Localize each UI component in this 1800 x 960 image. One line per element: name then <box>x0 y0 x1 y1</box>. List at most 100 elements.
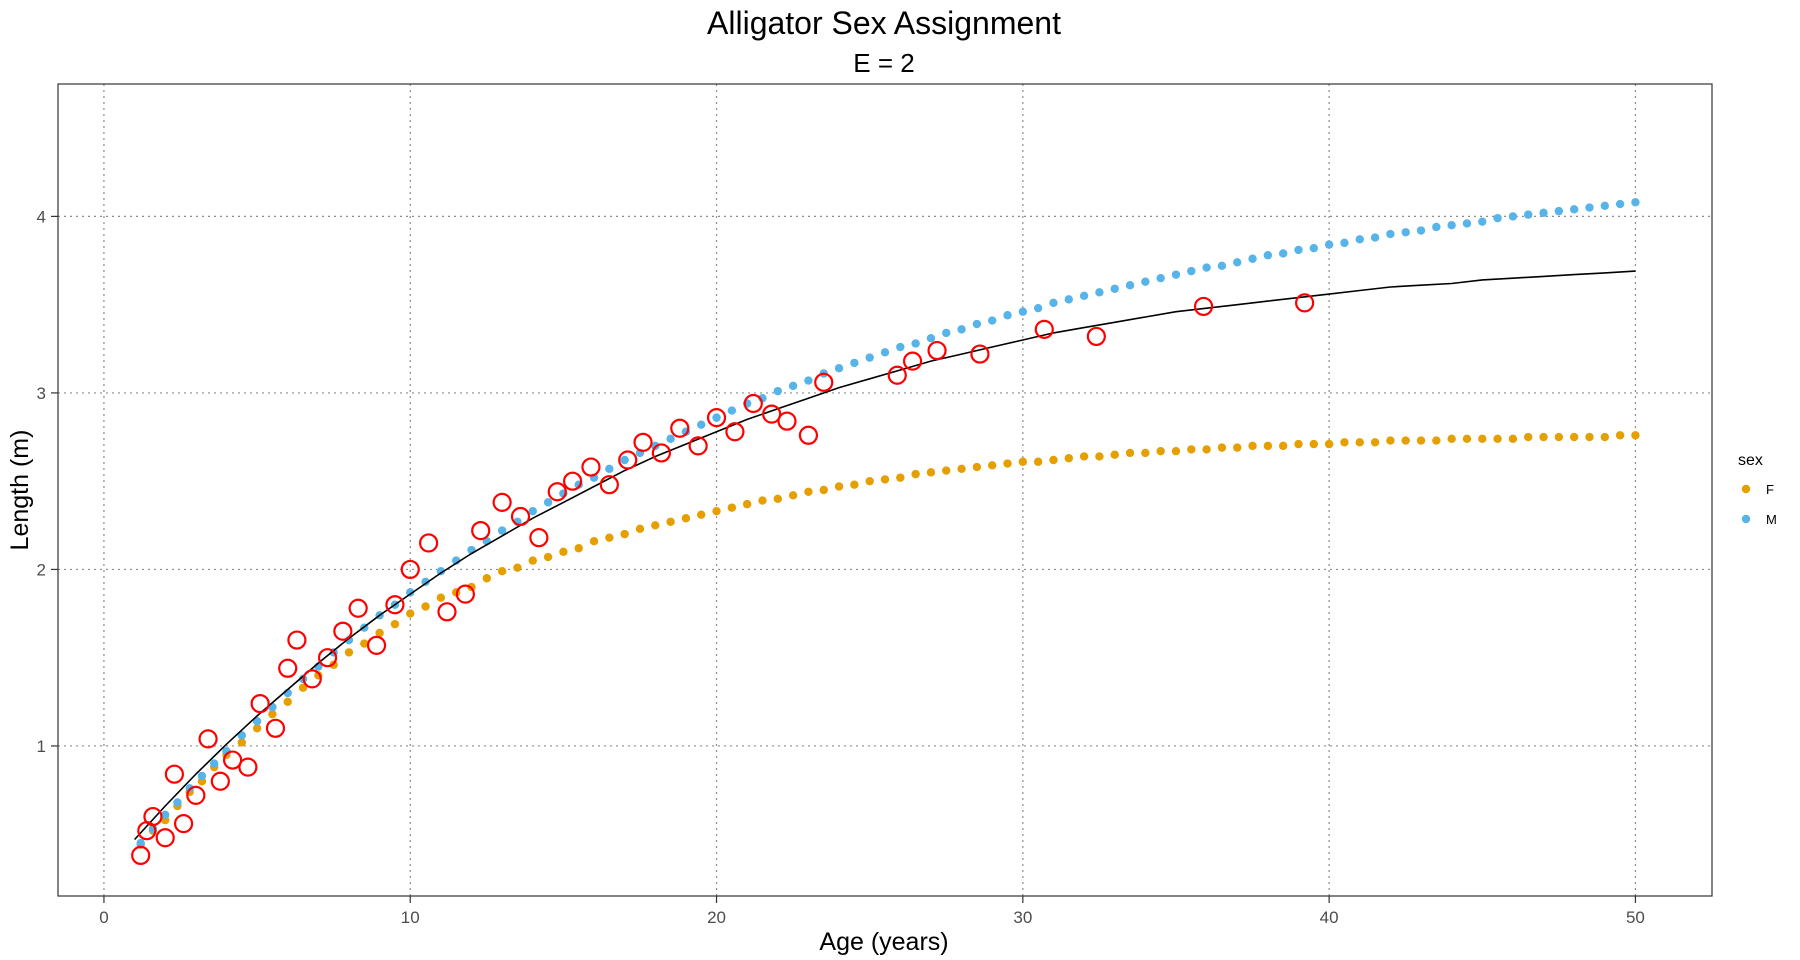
point-f-11 <box>283 697 292 707</box>
point-m-0 <box>136 838 145 848</box>
highlight-ring-38 <box>706 408 727 428</box>
highlight-ring-9 <box>222 750 243 770</box>
point-f-37 <box>681 514 691 523</box>
point-f-27 <box>528 556 537 565</box>
point-m-33 <box>620 455 629 465</box>
legend: sex F M <box>1738 452 1777 527</box>
point-f-82 <box>1370 438 1380 447</box>
point-f-70 <box>1187 445 1196 454</box>
highlight-ring-16 <box>317 648 338 668</box>
x-tick-label-4: 40 <box>1320 908 1339 927</box>
point-f-48 <box>850 480 859 489</box>
point-m-84 <box>1401 228 1410 237</box>
legend-label-m: M <box>1766 512 1777 527</box>
point-m-90 <box>1493 213 1502 223</box>
y-tick-label-3: 4 <box>37 207 46 226</box>
point-m-36 <box>666 434 675 444</box>
point-f-8 <box>237 738 246 747</box>
highlight-ring-4 <box>164 764 184 784</box>
highlight-ring-17 <box>333 621 353 641</box>
point-m-47 <box>834 364 844 373</box>
point-f-21 <box>436 593 446 602</box>
point-f-87 <box>1447 434 1456 444</box>
y-tick-label-1: 2 <box>37 560 46 579</box>
point-m-69 <box>1171 270 1181 279</box>
highlight-ring-15 <box>302 669 322 689</box>
point-f-15 <box>344 648 354 657</box>
point-f-90 <box>1493 434 1502 444</box>
point-m-71 <box>1202 263 1211 272</box>
point-f-97 <box>1600 432 1609 442</box>
point-m-60 <box>1033 303 1043 313</box>
point-m-67 <box>1141 277 1150 286</box>
point-m-64 <box>1095 288 1104 297</box>
point-m-21 <box>436 567 446 576</box>
point-f-20 <box>421 602 430 611</box>
point-m-38 <box>697 420 706 429</box>
highlight-ring-14 <box>287 630 307 650</box>
point-m-28 <box>543 498 553 507</box>
point-f-94 <box>1554 432 1564 442</box>
point-m-48 <box>850 358 859 368</box>
highlight-ring-12 <box>265 718 286 738</box>
point-f-25 <box>497 567 507 576</box>
point-f-92 <box>1524 432 1533 442</box>
point-f-31 <box>589 536 599 546</box>
point-f-80 <box>1340 438 1349 447</box>
point-m-81 <box>1355 235 1364 244</box>
point-m-62 <box>1064 295 1073 304</box>
point-m-66 <box>1125 281 1135 290</box>
point-m-49 <box>865 353 874 362</box>
point-f-12 <box>298 683 308 692</box>
point-f-98 <box>1615 431 1625 440</box>
point-f-46 <box>819 485 828 495</box>
highlight-ring-37 <box>688 436 708 456</box>
legend-label-f: F <box>1766 482 1774 497</box>
point-m-86 <box>1432 222 1441 232</box>
point-m-79 <box>1324 240 1334 249</box>
point-m-73 <box>1233 258 1242 267</box>
point-f-43 <box>773 494 782 504</box>
point-m-6 <box>210 759 219 768</box>
highlight-ring-24 <box>455 584 475 604</box>
point-m-39 <box>712 413 721 422</box>
point-f-61 <box>1049 455 1058 465</box>
highlight-ring-13 <box>278 658 298 678</box>
point-m-70 <box>1187 266 1196 276</box>
point-f-86 <box>1432 436 1441 445</box>
highlight-ring-10 <box>238 757 258 777</box>
highlight-ring-43 <box>798 425 819 445</box>
point-f-64 <box>1095 452 1104 461</box>
point-m-5 <box>197 771 207 781</box>
point-f-76 <box>1278 441 1288 451</box>
point-m-27 <box>528 506 537 516</box>
point-f-28 <box>543 552 553 562</box>
highlight-ring-49 <box>1034 319 1054 339</box>
point-f-39 <box>712 506 721 516</box>
point-m-95 <box>1569 205 1579 214</box>
point-f-59 <box>1018 457 1028 466</box>
point-f-60 <box>1033 457 1043 466</box>
highlight-ring-45 <box>887 365 907 385</box>
point-m-54 <box>942 328 951 338</box>
x-tick-label-3: 30 <box>1013 908 1032 927</box>
y-axis-title: Length (m) <box>6 430 34 551</box>
point-m-85 <box>1416 226 1426 235</box>
point-m-58 <box>1003 311 1012 320</box>
series-m-points <box>136 198 1640 848</box>
point-f-34 <box>635 524 645 534</box>
point-f-77 <box>1294 439 1303 449</box>
point-f-66 <box>1125 448 1135 458</box>
point-m-91 <box>1508 212 1518 221</box>
point-f-32 <box>605 533 614 542</box>
point-f-26 <box>513 563 522 572</box>
point-f-52 <box>911 469 920 479</box>
highlight-ring-50 <box>1086 326 1106 347</box>
point-f-41 <box>742 499 752 509</box>
legend-key-m <box>1741 514 1751 524</box>
point-m-87 <box>1447 221 1456 230</box>
point-m-43 <box>773 386 782 396</box>
highlight-ring-39 <box>725 422 745 442</box>
highlight-ring-23 <box>437 602 457 622</box>
x-tick-label-1: 10 <box>401 908 420 927</box>
